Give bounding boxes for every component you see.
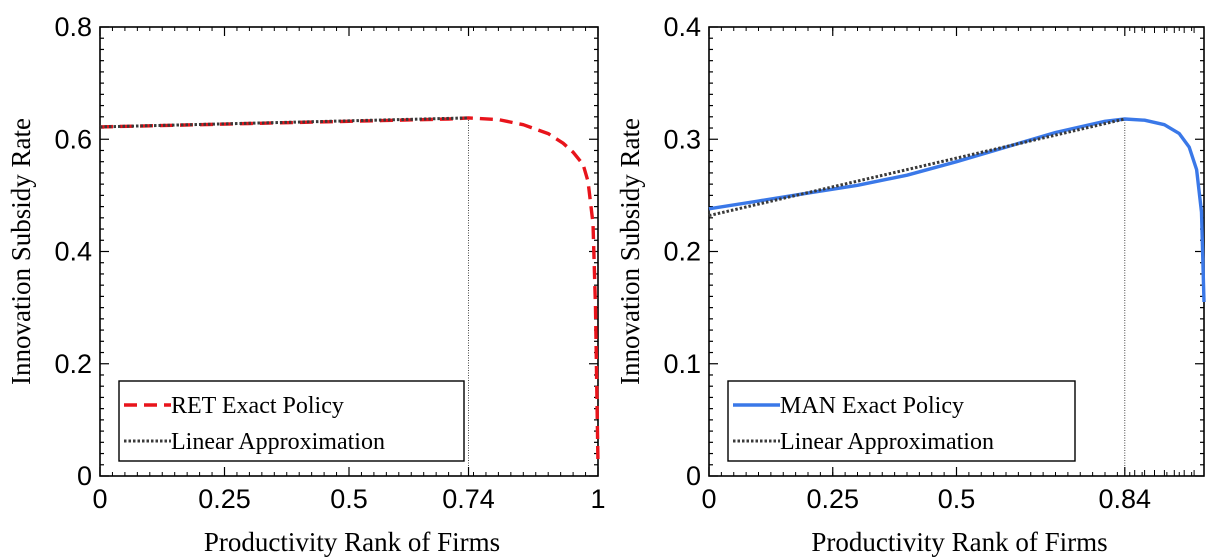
legend-label: MAN Exact Policy [780, 393, 964, 419]
x-tick-label: 0.5 [330, 484, 368, 514]
y-tick-label: 0.2 [54, 349, 92, 379]
x-tick-label: 0 [92, 484, 107, 514]
chart-panel-1: 0 0.2 0.4 0.6 0.8 0 0.25 0.5 0.74 1 Productivity R… [6, 12, 606, 557]
legend-label: Linear Approximation [171, 429, 385, 455]
x-tick-label: 1 [590, 484, 605, 514]
legend-label: Linear Approximation [780, 429, 994, 455]
y-axis-title: Innovation Subsidy Rate [615, 118, 645, 385]
series-line-2 [99, 116, 469, 129]
y-tick-label: 0.6 [54, 124, 92, 154]
y-tick-label: 0.1 [663, 349, 701, 379]
y-tick-label: 0.8 [54, 12, 92, 42]
y-tick-label: 0.2 [663, 237, 701, 267]
y-tick-label: 0.4 [663, 12, 701, 42]
legend-box [118, 380, 465, 462]
y-axis-title: Innovation Subsidy Rate [6, 118, 36, 385]
y-tick-label: 0.3 [663, 124, 701, 154]
x-axis-title: Productivity Rank of Firms [204, 527, 500, 557]
y-tick-label: 0.4 [54, 237, 92, 267]
x-axis-title: Productivity Rank of Firms [811, 527, 1107, 557]
legend-box [727, 380, 1076, 462]
legend: RET Exact Policy Linear Approximation [118, 380, 465, 462]
series-line-1 [708, 117, 1206, 303]
x-tick-label: 0.74 [442, 484, 495, 514]
x-tick-label: 0.25 [806, 484, 859, 514]
x-tick-label: 0.25 [198, 484, 251, 514]
legend: MAN Exact Policy Linear Approximation [727, 380, 1076, 462]
x-tick-label: 0.5 [938, 484, 976, 514]
legend-label: RET Exact Policy [171, 393, 344, 419]
series-line-2 [708, 117, 1126, 218]
chart-panel-2: 0 0.1 0.2 0.3 0.4 0 0.25 0.5 0.84 Productivity Ra… [615, 12, 1206, 557]
y-tick-label: 0 [77, 461, 92, 491]
x-tick-label: 0 [701, 484, 716, 514]
x-tick-label: 0.84 [1099, 484, 1152, 514]
y-tick-label: 0 [686, 461, 701, 491]
